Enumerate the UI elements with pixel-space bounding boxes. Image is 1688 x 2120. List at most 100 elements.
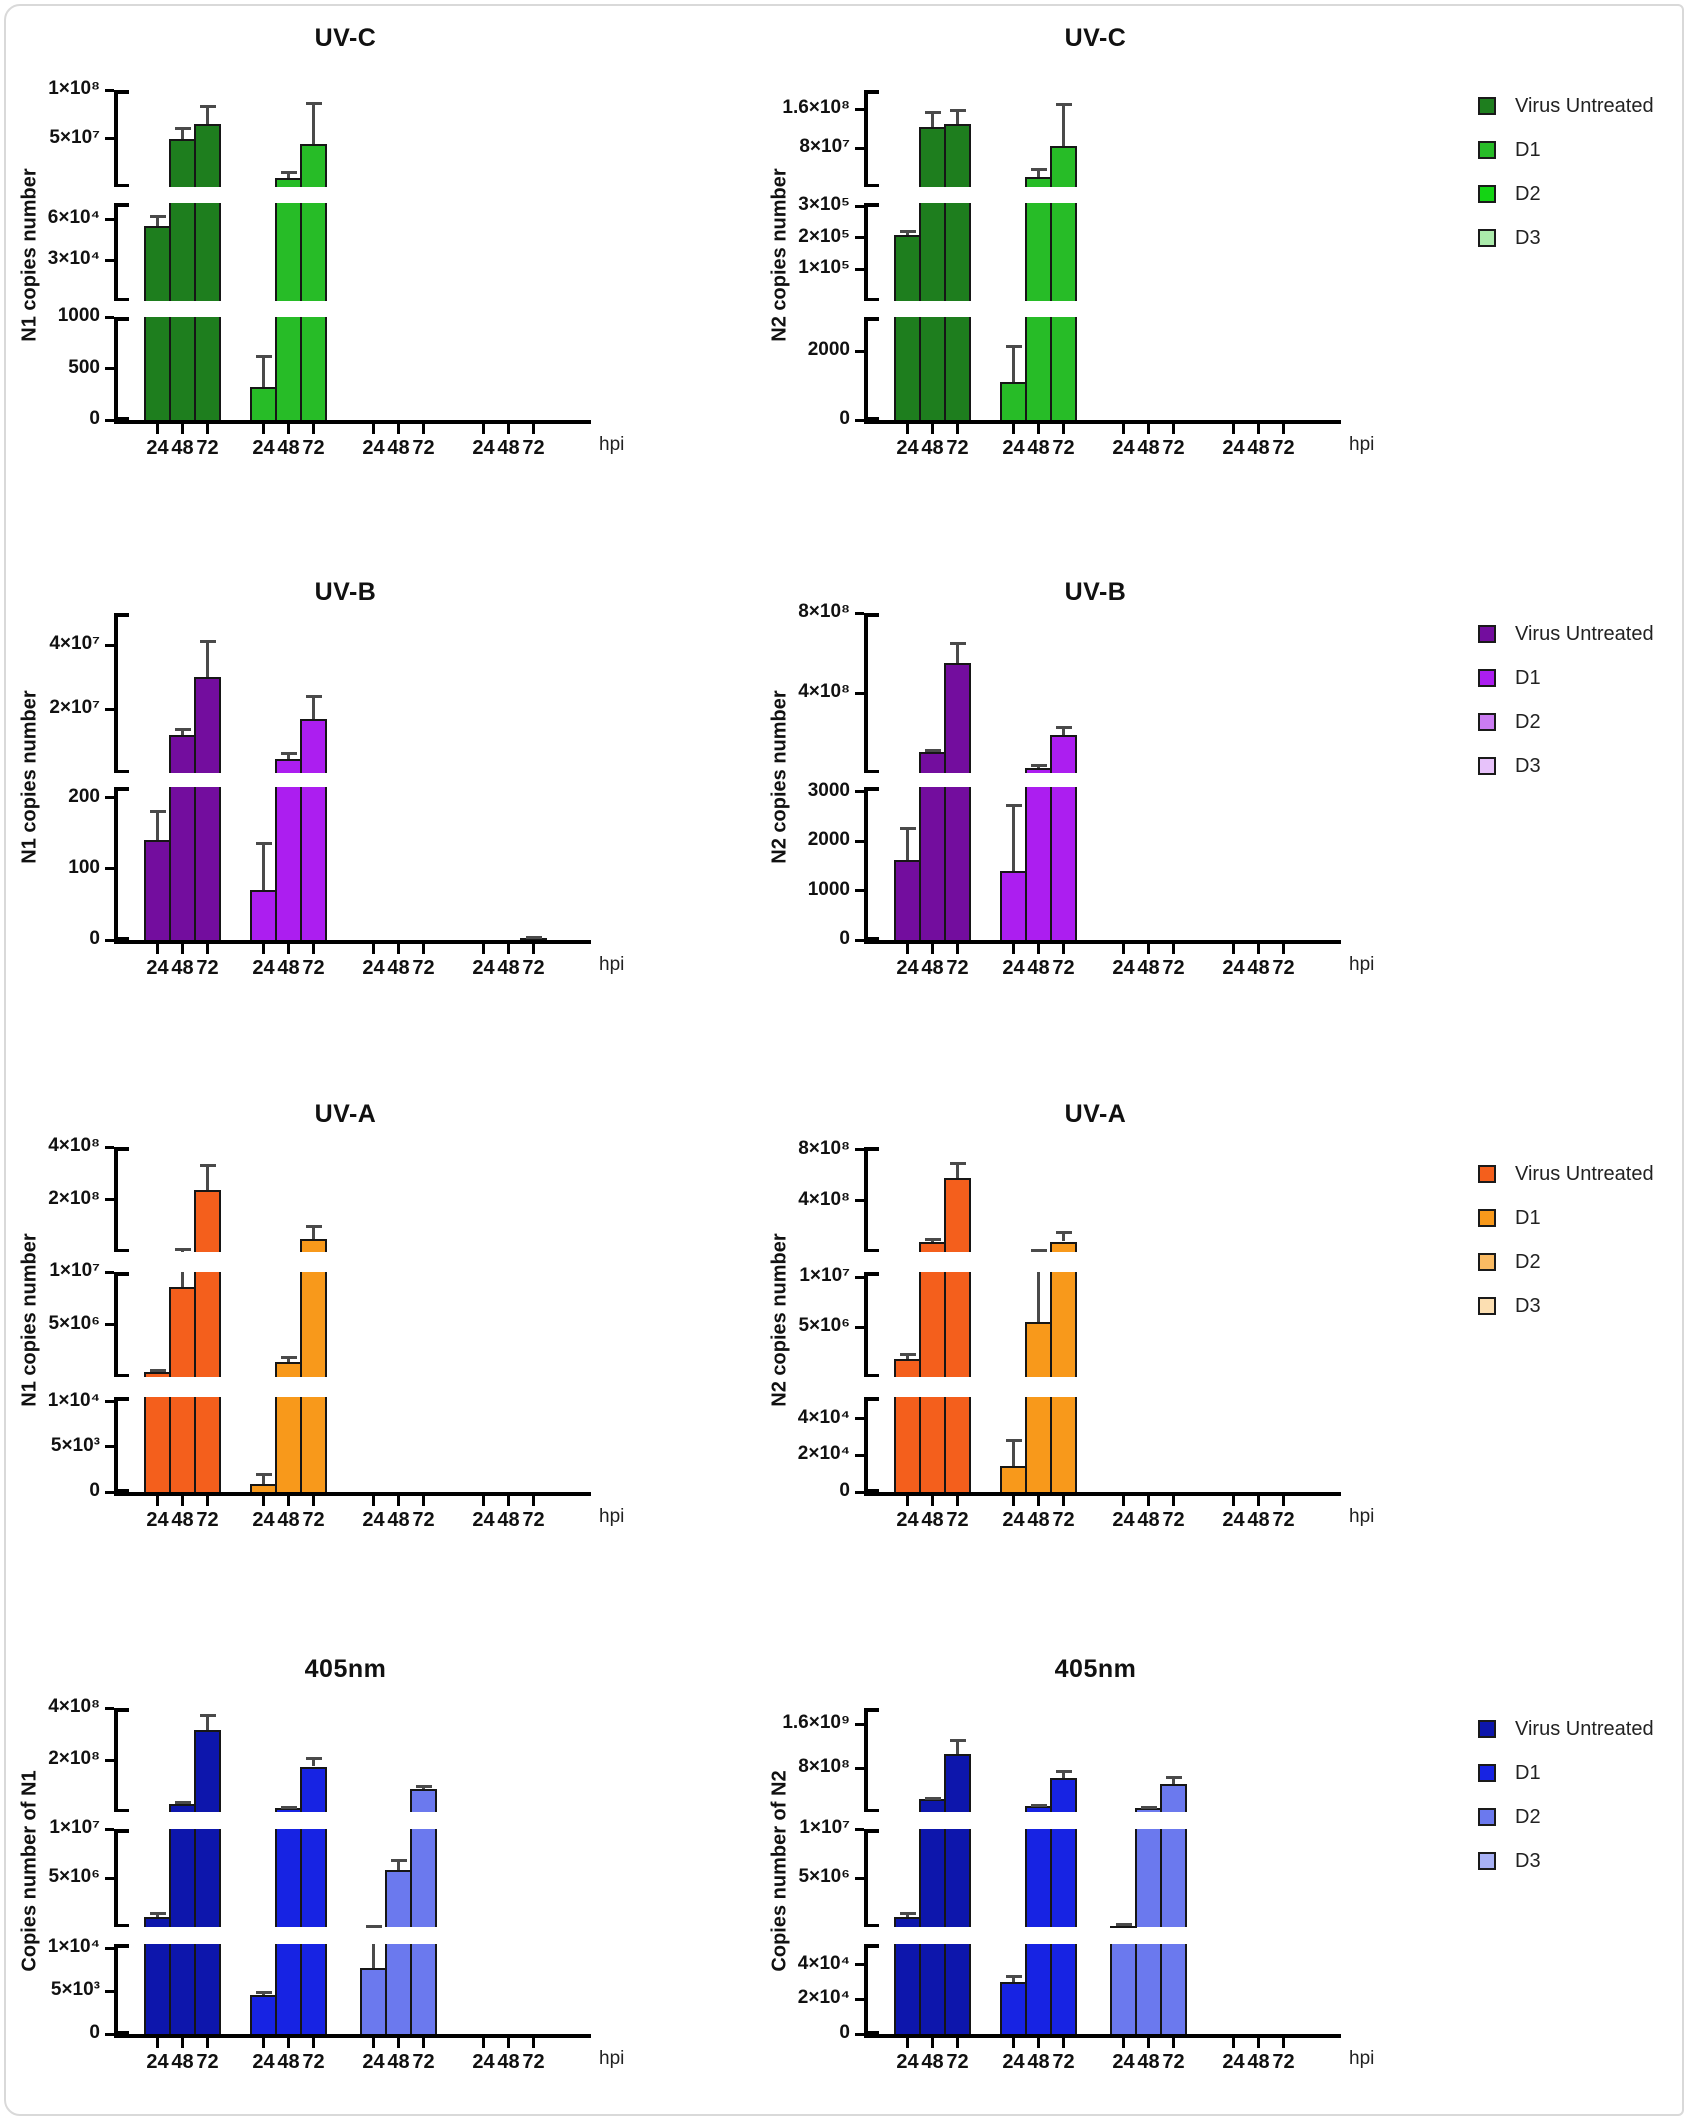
x-tick	[262, 424, 265, 434]
x-tick-label: 24	[1222, 1509, 1245, 1531]
y-tick	[105, 2032, 114, 2036]
bar-uv-b-d1-24	[1000, 870, 1027, 940]
y-tick-label: 2×10⁸	[48, 1187, 100, 1209]
y-tick-label: 5×10⁶	[798, 1866, 850, 1887]
x-tick-label: 48	[277, 1509, 300, 1531]
x-tick	[1122, 424, 1125, 434]
x-tick	[1147, 2038, 1150, 2048]
bar-405nm-d2-72	[410, 1944, 437, 2034]
y-tick	[105, 1989, 114, 1993]
x-tick-label: 24	[1112, 437, 1135, 459]
y-tick-label: 0	[839, 408, 850, 429]
bar-uv-c-d1-72	[1050, 317, 1077, 420]
y-tick	[105, 938, 114, 942]
bar-405nm-d1-72	[300, 1829, 327, 1927]
x-tick	[1172, 1496, 1175, 1506]
x-tick	[1232, 944, 1235, 954]
y-tick-label: 5×10⁶	[798, 1315, 850, 1336]
x-tick	[931, 2038, 934, 2048]
x-tick	[1037, 424, 1040, 434]
bar-uv-a-d1-72	[1050, 1241, 1077, 1252]
error-bar-line	[956, 110, 959, 125]
bar-uv-a-virus-untreated-72	[194, 1190, 221, 1252]
bar-405nm-d2-72	[1160, 1944, 1187, 2034]
x-tick	[1012, 424, 1015, 434]
bar-uv-c-d1-48	[1025, 317, 1052, 420]
error-bar-line	[906, 231, 909, 235]
x-tick	[1122, 944, 1125, 954]
x-tick	[156, 944, 159, 954]
bar-405nm-d1-24	[250, 1994, 277, 2034]
x-tick	[312, 1496, 315, 1506]
x-tick-label: 48	[387, 1509, 410, 1531]
y-axis-serif	[864, 1488, 879, 1492]
x-tick	[1282, 2038, 1285, 2048]
x-tick-label: 48	[387, 437, 410, 459]
bar-uv-c-virus-untreated-24	[144, 317, 171, 420]
error-bar-line	[181, 128, 184, 140]
error-bar-line	[1037, 169, 1040, 178]
y-axis-serif	[114, 90, 129, 94]
legend-label-d1: D1	[1515, 1762, 1541, 1784]
y-axis-serif	[864, 769, 879, 773]
x-tick	[287, 944, 290, 954]
error-bar-cap	[174, 1247, 191, 1251]
y-axis-serif	[114, 1708, 129, 1712]
x-tick-label: 24	[896, 437, 919, 459]
x-tick-label: 48	[497, 2051, 520, 2073]
x-tick-label: 72	[522, 1509, 545, 1531]
bar-uv-a-virus-untreated-24	[144, 1371, 171, 1377]
x-tick-label: 72	[1272, 437, 1295, 459]
error-bar-line	[1012, 1440, 1015, 1467]
x-axis-unit-label: hpi	[599, 2048, 625, 2069]
x-tick	[287, 1496, 290, 1506]
bar-uv-c-d1-72	[1050, 203, 1077, 301]
y-axis-serif	[864, 1829, 879, 1833]
y-axis-serif	[864, 936, 879, 940]
error-bar-cap	[1005, 1439, 1022, 1443]
chart-title: UV-B	[314, 578, 377, 606]
x-tick-label: 72	[1162, 2051, 1185, 2073]
x-tick	[532, 944, 535, 954]
error-bar-line	[1012, 346, 1015, 383]
x-tick	[181, 2038, 184, 2048]
y-axis-serif	[114, 1272, 129, 1276]
x-tick	[1282, 424, 1285, 434]
chart-title: 405nm	[1054, 1655, 1137, 1683]
y-axis-serif	[864, 1923, 879, 1927]
x-axis	[114, 940, 591, 944]
x-tick	[956, 2038, 959, 2048]
x-tick	[1012, 944, 1015, 954]
y-tick-label: 6×10⁴	[47, 207, 100, 229]
error-bar-line	[181, 1272, 184, 1287]
legend-swatch-d3	[1478, 229, 1496, 247]
x-tick	[206, 944, 209, 954]
x-tick	[956, 1496, 959, 1506]
bar-uv-b-d1-48	[275, 758, 302, 773]
bar-uv-b-virus-untreated-48	[169, 734, 196, 773]
y-tick-label: 4×10⁴	[797, 1406, 850, 1428]
bar-uv-a-d1-72	[1050, 1397, 1077, 1492]
x-tick-label: 48	[171, 957, 194, 979]
legend-label-d3: D3	[1515, 1295, 1541, 1317]
y-axis-segment	[114, 1829, 118, 1927]
error-bar-line	[287, 172, 290, 179]
bar-uv-a-d1-48	[1025, 1397, 1052, 1492]
y-tick-label: 3000	[807, 779, 850, 801]
y-axis-serif	[114, 297, 129, 301]
y-axis-serif	[864, 1944, 879, 1948]
x-tick	[262, 944, 265, 954]
y-tick	[105, 1758, 114, 1762]
y-tick-label: 0	[89, 928, 100, 949]
bar-uv-c-virus-untreated-72	[944, 203, 971, 301]
x-tick	[312, 424, 315, 434]
x-tick-label: 72	[302, 2051, 325, 2073]
bar-uv-a-virus-untreated-72	[944, 1272, 971, 1377]
x-tick	[156, 2038, 159, 2048]
x-tick-label: 24	[1112, 2051, 1135, 2073]
x-tick	[532, 424, 535, 434]
x-axis-unit-label: hpi	[1349, 1506, 1375, 1527]
x-axis-unit-label: hpi	[599, 954, 625, 975]
bar-uv-c-virus-untreated-72	[194, 203, 221, 301]
error-bar-cap	[899, 827, 916, 831]
